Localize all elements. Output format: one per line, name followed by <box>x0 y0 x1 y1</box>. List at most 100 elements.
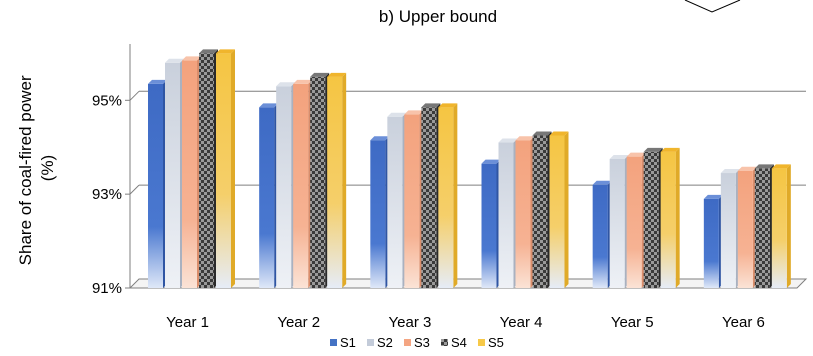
bar-S5-Year-5 <box>660 147 680 288</box>
callout-shape <box>684 0 741 13</box>
bar-top <box>592 180 612 185</box>
legend-item-S3: S3 <box>404 335 430 350</box>
bar-S1-Year-3 <box>370 136 390 288</box>
bar-top <box>703 194 723 199</box>
bar-front <box>737 170 753 288</box>
bar-top <box>370 136 390 141</box>
bars <box>148 49 791 289</box>
bar-side <box>231 49 235 289</box>
bar-S5-Year-2 <box>327 72 347 288</box>
bar-S5-Year-6 <box>771 164 791 288</box>
legend-swatch <box>478 339 485 346</box>
bar-S2-Year-3 <box>387 112 407 288</box>
bar-front <box>182 60 197 288</box>
bar-top <box>182 56 201 61</box>
bar-front <box>216 53 231 289</box>
legend-swatch <box>367 339 374 346</box>
bar-side <box>342 72 347 288</box>
bar-front <box>498 142 514 288</box>
bar-top <box>421 103 441 108</box>
bar-top <box>481 159 501 164</box>
bar-front <box>370 140 386 288</box>
bar-S2-Year-5 <box>609 154 629 288</box>
bar-front <box>720 173 736 288</box>
bar-S4-Year-2 <box>310 72 330 288</box>
bar-S2-Year-4 <box>498 138 518 288</box>
bar-top <box>549 131 569 136</box>
bar-S4-Year-5 <box>643 147 663 288</box>
x-category-label: Year 4 <box>500 314 543 331</box>
bar-S1-Year-1 <box>148 79 167 288</box>
legend-item-S2: S2 <box>367 335 393 350</box>
bar-front <box>771 168 787 288</box>
bar-front <box>754 168 770 288</box>
y-axis-ticks: 91% 93% 95% <box>92 92 130 297</box>
bar-top <box>754 164 774 169</box>
bar-top <box>404 110 424 115</box>
bar-top <box>660 147 680 152</box>
bar-S2-Year-6 <box>720 169 740 288</box>
bar-front <box>148 83 163 288</box>
x-category-label: Year 5 <box>611 314 654 331</box>
y-tick-label: 93% <box>92 186 122 203</box>
bar-side <box>786 164 791 288</box>
bar-S2-Year-2 <box>276 82 296 288</box>
bar-front <box>626 156 642 288</box>
bar-front <box>592 184 608 288</box>
bar-top <box>387 112 407 117</box>
bar-top <box>438 103 458 108</box>
bar-front <box>327 76 343 288</box>
bar-side <box>453 103 458 288</box>
bar-top <box>327 72 347 77</box>
legend-label: S4 <box>451 335 467 350</box>
bar-front <box>532 135 548 288</box>
bar-top <box>310 72 330 77</box>
y-axis-label: Share of coal-fired power (%) <box>16 71 57 266</box>
bar-front <box>515 140 531 288</box>
x-category-label: Year 1 <box>166 314 209 331</box>
legend-item-S5: S5 <box>478 335 504 350</box>
bar-top <box>771 164 791 169</box>
bar-S3-Year-3 <box>404 110 424 288</box>
bar-front <box>421 107 437 288</box>
bar-top <box>720 169 740 174</box>
bar-S3-Year-6 <box>737 166 757 288</box>
bar-front <box>404 114 420 288</box>
bar-S2-Year-1 <box>165 58 184 289</box>
bar-S4-Year-1 <box>199 49 218 289</box>
bar-top <box>199 49 218 54</box>
legend-item-S4: S4 <box>441 335 467 350</box>
bar-front <box>481 163 497 288</box>
bar-S5-Year-1 <box>216 49 235 289</box>
bar-S1-Year-4 <box>481 159 501 288</box>
legend-swatch <box>404 339 411 346</box>
bar-front <box>276 86 292 288</box>
bar-side <box>564 131 569 288</box>
legend-item-S1: S1 <box>330 335 356 350</box>
bar-S1-Year-5 <box>592 180 612 288</box>
bar-S3-Year-1 <box>182 56 201 288</box>
legend-swatch <box>441 339 448 346</box>
legend-label: S3 <box>414 335 430 350</box>
legend-label: S5 <box>488 335 504 350</box>
bar-S5-Year-4 <box>549 131 569 288</box>
chart-title: b) Upper bound <box>379 7 497 26</box>
bar-top <box>216 49 235 54</box>
bar-front <box>549 135 565 288</box>
legend-swatch <box>330 339 337 346</box>
bar-front <box>310 76 326 288</box>
bar-top <box>643 147 663 152</box>
bar-front <box>165 62 180 289</box>
legend-label: S2 <box>377 335 393 350</box>
x-category-label: Year 3 <box>389 314 432 331</box>
bar-top <box>609 154 629 159</box>
bar-front <box>259 107 275 288</box>
bar-front <box>199 53 214 289</box>
bar-S1-Year-2 <box>259 103 279 288</box>
bar-S4-Year-6 <box>754 164 774 288</box>
bar-S3-Year-2 <box>293 79 313 288</box>
bar-S4-Year-4 <box>532 131 552 288</box>
bar-top <box>498 138 518 143</box>
bar-top <box>737 166 757 171</box>
